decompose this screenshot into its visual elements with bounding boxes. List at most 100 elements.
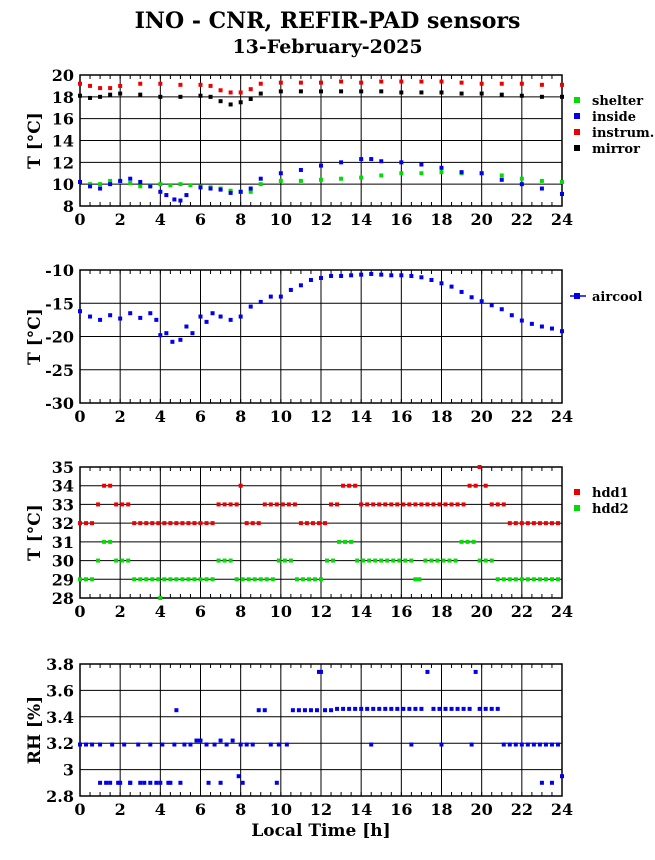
- plot-frame: [79, 269, 563, 404]
- data-point: [298, 167, 303, 172]
- data-point: [509, 313, 514, 318]
- plot-frame: [79, 74, 563, 207]
- data-point: [108, 313, 113, 318]
- data-point: [128, 176, 133, 181]
- data-point: [278, 178, 283, 183]
- y-tick-label: 31: [52, 533, 74, 552]
- data-point: [349, 539, 354, 544]
- data-point: [144, 577, 149, 582]
- data-point: [469, 295, 474, 300]
- data-point: [178, 94, 183, 99]
- data-point: [401, 706, 406, 711]
- data-point: [188, 742, 193, 747]
- data-point: [148, 184, 153, 189]
- y-tick-label: 10: [52, 175, 74, 194]
- data-point: [439, 742, 444, 747]
- data-point: [335, 502, 340, 507]
- data-point: [198, 185, 203, 190]
- x-tick-label: 6: [195, 602, 206, 621]
- data-point: [513, 742, 518, 747]
- x-tick-label: 24: [551, 800, 573, 819]
- legend-marker: [574, 145, 580, 151]
- data-point: [439, 90, 444, 95]
- data-point: [489, 502, 494, 507]
- data-point: [419, 90, 424, 95]
- data-point: [298, 178, 303, 183]
- data-point: [210, 311, 215, 316]
- data-point: [96, 502, 101, 507]
- data-point: [280, 502, 285, 507]
- data-point: [359, 175, 364, 180]
- data-point: [158, 333, 163, 338]
- data-point: [531, 521, 536, 526]
- data-point: [168, 521, 173, 526]
- data-point: [108, 539, 113, 544]
- data-point: [172, 742, 177, 747]
- data-point: [184, 193, 189, 198]
- x-axis-label: Local Time [h]: [251, 821, 390, 841]
- data-point: [286, 502, 291, 507]
- data-point: [319, 577, 323, 582]
- data-point: [178, 780, 183, 785]
- data-point: [128, 181, 133, 186]
- x-tick-label: 22: [511, 210, 533, 229]
- x-tick-label: 12: [310, 210, 332, 229]
- data-point: [258, 91, 263, 96]
- data-point: [234, 502, 239, 507]
- x-tick-label: 18: [430, 602, 452, 621]
- data-point: [461, 706, 466, 711]
- x-tick-label: 0: [74, 210, 85, 229]
- data-point: [501, 742, 506, 747]
- data-point: [513, 577, 518, 582]
- data-point: [489, 558, 494, 563]
- y-tick-label: -10: [45, 261, 74, 280]
- data-point: [310, 521, 315, 526]
- data-point: [250, 742, 255, 747]
- data-point: [186, 577, 191, 582]
- data-point: [108, 178, 113, 183]
- data-point: [228, 190, 233, 195]
- data-point: [519, 742, 524, 747]
- data-point: [296, 708, 301, 713]
- data-point: [395, 706, 400, 711]
- data-point: [216, 558, 221, 563]
- data-point: [304, 521, 309, 526]
- data-point: [178, 337, 183, 342]
- data-point: [144, 521, 149, 526]
- x-tick-label: 14: [350, 800, 372, 819]
- data-point: [108, 92, 113, 97]
- x-tick-label: 10: [270, 800, 292, 819]
- data-point: [98, 182, 103, 187]
- data-point: [443, 502, 448, 507]
- data-point: [238, 742, 243, 747]
- data-point: [349, 273, 354, 278]
- data-point: [184, 324, 189, 329]
- data-point: [198, 577, 203, 582]
- data-point: [489, 303, 494, 308]
- data-point: [98, 186, 103, 191]
- data-point: [262, 502, 267, 507]
- data-point: [128, 311, 133, 316]
- data-point: [431, 706, 436, 711]
- data-point: [543, 521, 548, 526]
- plot-frame: [79, 466, 563, 599]
- data-point: [507, 577, 512, 582]
- data-point: [180, 521, 185, 526]
- data-point: [473, 483, 478, 488]
- data-point: [519, 93, 524, 98]
- data-point: [537, 521, 542, 526]
- data-point: [483, 706, 488, 711]
- data-point: [114, 558, 119, 563]
- data-point: [276, 558, 281, 563]
- data-point: [88, 182, 93, 187]
- data-point: [325, 558, 330, 563]
- data-point: [136, 742, 141, 747]
- data-point: [391, 558, 396, 563]
- data-point: [108, 780, 113, 785]
- data-point: [170, 339, 175, 344]
- data-point: [120, 558, 125, 563]
- data-point: [339, 79, 344, 84]
- data-point: [194, 738, 199, 743]
- data-point: [560, 94, 564, 99]
- x-tick-label: 12: [310, 407, 332, 426]
